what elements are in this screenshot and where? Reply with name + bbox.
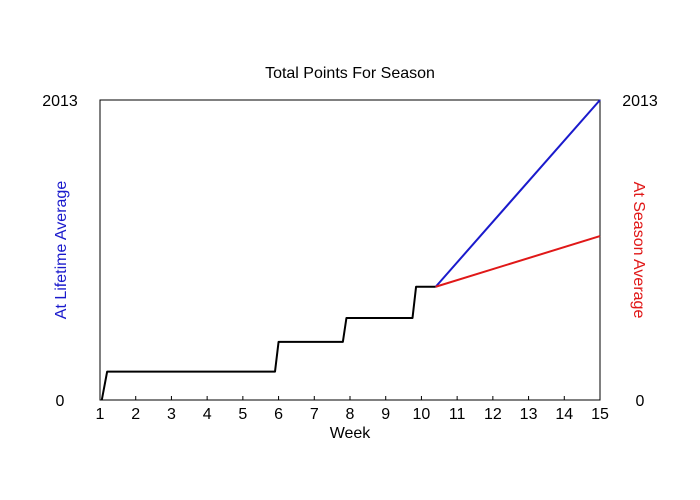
series-line-actual — [100, 285, 436, 401]
x-tick-label: 15 — [591, 406, 609, 423]
x-tick-label: 13 — [520, 406, 538, 423]
y-right-tick-max: 2013 — [622, 93, 658, 110]
x-tick-label: 5 — [238, 406, 247, 423]
y-left-tick-max: 2013 — [42, 93, 78, 110]
x-tick-label: 14 — [555, 406, 573, 423]
x-tick-label: 12 — [484, 406, 502, 423]
x-tick-label: 8 — [346, 406, 355, 423]
x-tick-label: 11 — [449, 406, 466, 423]
y-right-tick-min: 0 — [636, 393, 645, 410]
y-left-tick-min: 0 — [56, 393, 65, 410]
y-right-axis-label: At Season Average — [630, 182, 647, 319]
x-tick-label: 9 — [381, 406, 390, 423]
y-left-axis-label: At Lifetime Average — [53, 181, 70, 320]
chart-title: Total Points For Season — [265, 65, 435, 82]
x-tick-label: 10 — [413, 406, 431, 423]
x-tick-label: 4 — [203, 406, 212, 423]
x-tick-label: 7 — [310, 406, 319, 423]
x-axis-label: Week — [330, 425, 372, 442]
x-tick-label: 2 — [131, 406, 140, 423]
plot-area-frame — [99, 99, 601, 401]
x-tick-label: 1 — [96, 406, 105, 423]
series-layer — [100, 99, 601, 401]
x-axis-ticks: 1 2 3 4 5 6 7 8 9 10 11 12 13 14 15 — [96, 396, 609, 423]
series-line-season — [435, 235, 601, 288]
series-line-lifetime — [434, 99, 601, 288]
x-tick-label: 6 — [274, 406, 283, 423]
x-tick-label: 3 — [167, 406, 176, 423]
